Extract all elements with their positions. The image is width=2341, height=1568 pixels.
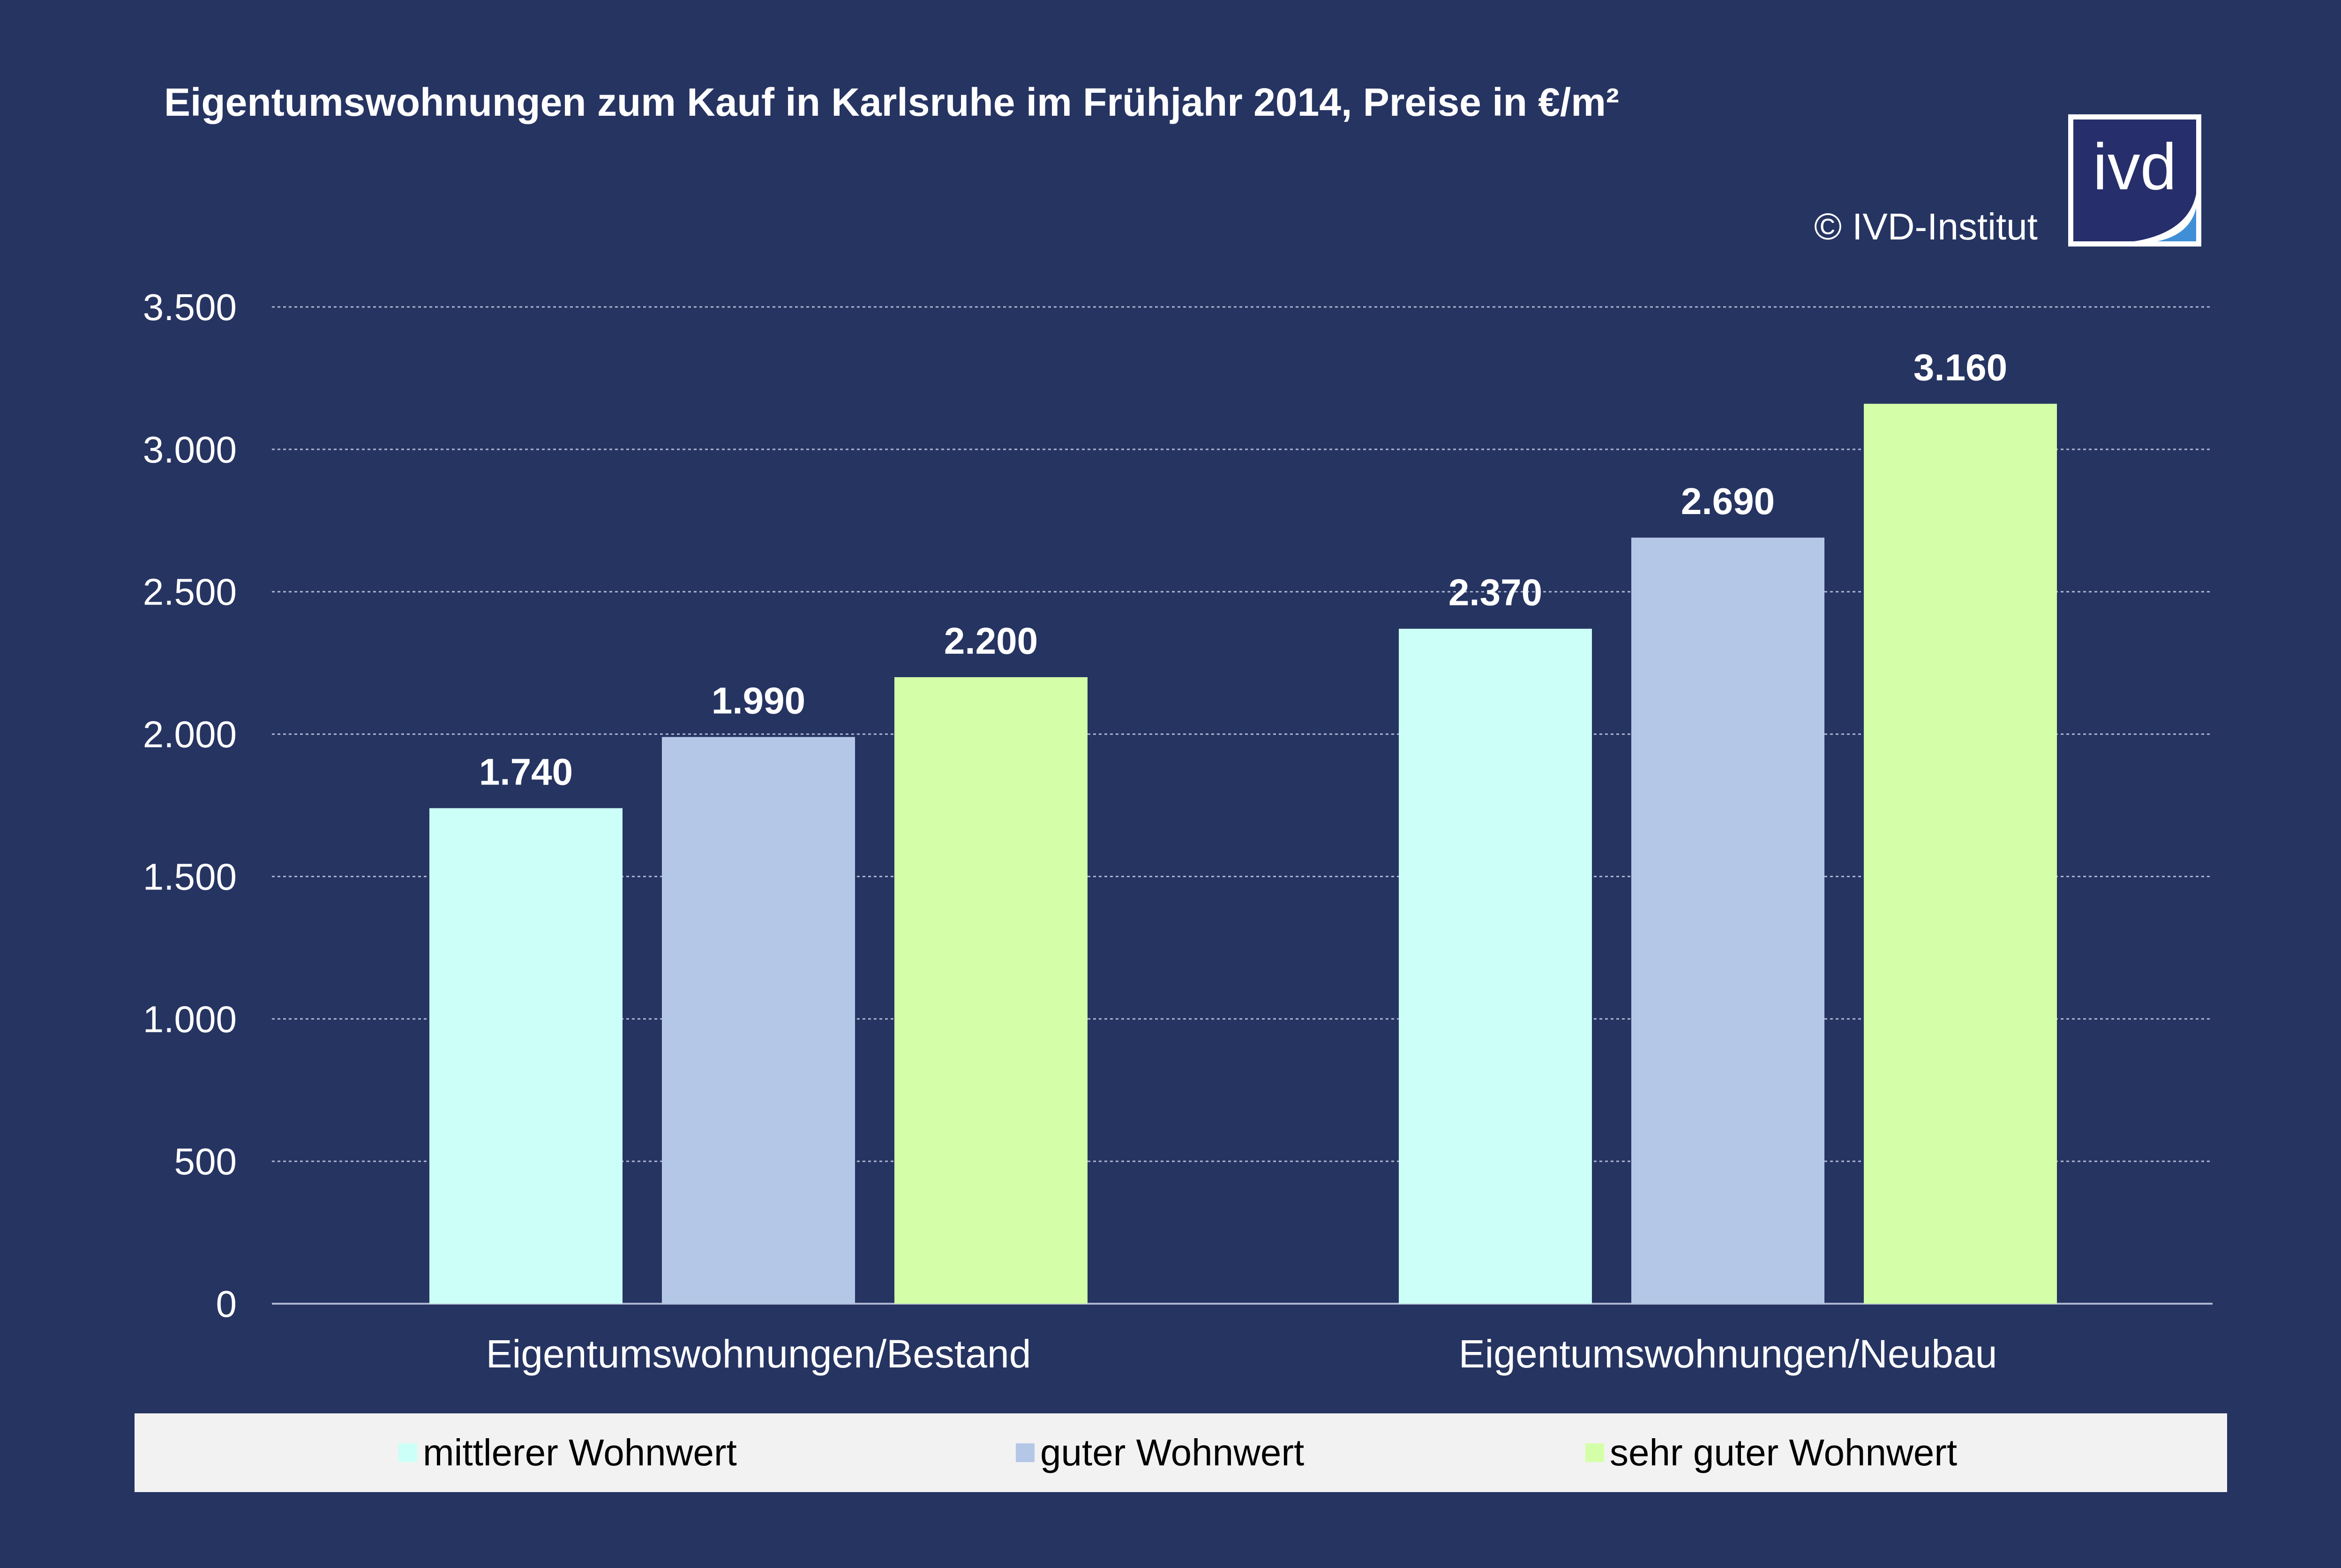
x-category-label: Eigentumswohnungen/Bestand: [486, 1332, 1031, 1376]
y-tick-label: 3.500: [143, 286, 237, 328]
data-label: 2.200: [944, 620, 1038, 662]
ivd-logo: ivd: [2068, 114, 2201, 246]
bar: [1864, 403, 2057, 1304]
data-label: 1.740: [479, 751, 573, 793]
y-axis-tick-labels: 0 500 1.000 1.500 2.000 2.500 3.000 3.500: [143, 286, 237, 1325]
logo-field: [2073, 119, 2196, 241]
y-tick-label: 2.500: [143, 571, 237, 613]
bar: [894, 677, 1088, 1304]
logo-swoosh-accent: [2157, 208, 2196, 241]
legend: mittlerer Wohnwert guter Wohnwert sehr g…: [135, 1413, 2227, 1492]
data-label: 1.990: [712, 680, 805, 722]
data-label: 3.160: [1913, 347, 2007, 388]
bar: [1399, 628, 1592, 1304]
legend-swatch-guter-wohnwert: [1016, 1443, 1035, 1462]
y-tick-label: 1.000: [143, 998, 237, 1040]
legend-label: mittlerer Wohnwert: [423, 1432, 737, 1473]
y-tick-label: 2.000: [143, 714, 237, 755]
y-tick-label: 1.500: [143, 856, 237, 897]
bar: [429, 808, 623, 1304]
bar: [1631, 538, 1824, 1304]
data-label: 2.690: [1681, 480, 1775, 522]
y-tick-label: 3.000: [143, 429, 237, 470]
x-axis-category-labels: Eigentumswohnungen/Bestand Eigentumswohnu…: [486, 1332, 1997, 1376]
legend-item-guter-wohnwert: guter Wohnwert: [1016, 1413, 1304, 1492]
legend-swatch-sehr-guter-wohnwert: [1585, 1443, 1604, 1462]
x-category-label: Eigentumswohnungen/Neubau: [1459, 1332, 1997, 1376]
y-tick-label: 0: [216, 1283, 237, 1325]
data-labels: 1.740 1.990 2.200 2.370 2.690 3.160: [479, 347, 2007, 793]
data-label: 2.370: [1448, 572, 1542, 613]
bar: [662, 737, 855, 1304]
legend-item-sehr-guter-wohnwert: sehr guter Wohnwert: [1585, 1413, 1957, 1492]
chart-title: Eigentumswohnungen zum Kauf in Karlsruhe…: [164, 80, 1619, 124]
y-tick-label: 500: [174, 1141, 237, 1182]
bars: [429, 403, 2057, 1304]
logo-text: ivd: [2093, 130, 2177, 203]
logo-swoosh: [2134, 194, 2196, 241]
legend-label: sehr guter Wohnwert: [1610, 1432, 1958, 1473]
copyright-text: © IVD-Institut: [1814, 206, 2038, 247]
legend-label: guter Wohnwert: [1040, 1432, 1305, 1473]
legend-swatch-mittlerer-wohnwert: [398, 1443, 417, 1462]
legend-item-mittlerer-wohnwert: mittlerer Wohnwert: [398, 1413, 737, 1492]
